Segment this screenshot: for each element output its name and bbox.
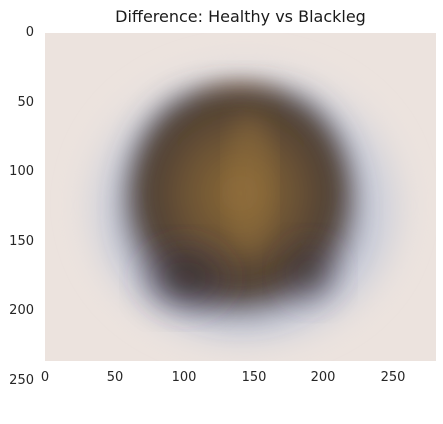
plot-title: Difference: Healthy vs Blackleg (115, 7, 366, 26)
y-tick-0: 0 (25, 25, 34, 40)
difference-image (45, 33, 436, 361)
x-tick-50: 50 (106, 370, 124, 385)
y-tick-50: 50 (17, 95, 34, 110)
x-tick-100: 100 (171, 370, 197, 385)
x-tick-0: 0 (40, 370, 50, 385)
x-tick-200: 200 (310, 370, 336, 385)
y-tick-150: 150 (9, 234, 34, 249)
x-tick-150: 150 (241, 370, 267, 385)
y-tick-200: 200 (9, 303, 34, 318)
y-tick-100: 100 (9, 164, 34, 179)
image-plot-area (45, 33, 436, 361)
y-tick-250: 250 (9, 373, 34, 388)
x-tick-250: 250 (380, 370, 406, 385)
